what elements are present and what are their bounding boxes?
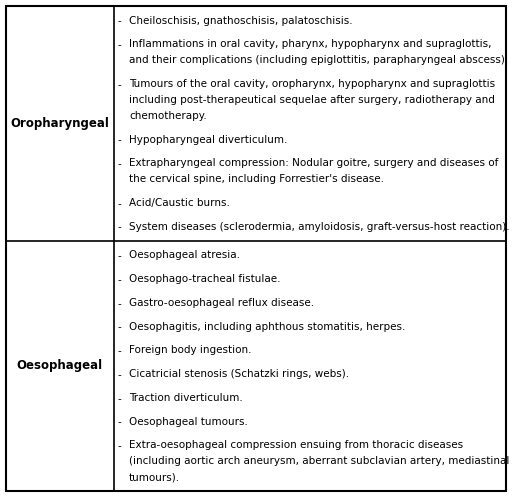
Text: Oesophageal tumours.: Oesophageal tumours. [129,416,248,426]
Text: -: - [118,223,121,233]
Text: Extra-oesophageal compression ensuing from thoracic diseases: Extra-oesophageal compression ensuing fr… [129,440,463,450]
Text: -: - [118,135,121,145]
Text: Oesophageal: Oesophageal [17,359,103,372]
Text: -: - [118,275,121,285]
Text: -: - [118,346,121,356]
Text: Oesophageal atresia.: Oesophageal atresia. [129,250,240,260]
Text: Acid/Caustic burns.: Acid/Caustic burns. [129,198,230,208]
Text: including post-therapeutical sequelae after surgery, radiotherapy and: including post-therapeutical sequelae af… [129,95,495,105]
Text: the cervical spine, including Forrestier's disease.: the cervical spine, including Forrestier… [129,174,384,184]
Text: and their complications (including epiglottitis, parapharyngeal abscess).: and their complications (including epigl… [129,55,508,65]
Text: chemotherapy.: chemotherapy. [129,111,207,121]
Text: -: - [118,370,121,380]
Text: -: - [118,199,121,209]
Text: Traction diverticulum.: Traction diverticulum. [129,393,243,403]
Text: Oesophagitis, including aphthous stomatitis, herpes.: Oesophagitis, including aphthous stomati… [129,322,406,331]
Text: Oesophago-tracheal fistulae.: Oesophago-tracheal fistulae. [129,274,281,284]
Text: Cicatricial stenosis (Schatzki rings, webs).: Cicatricial stenosis (Schatzki rings, we… [129,369,349,379]
Text: Foreign body ingestion.: Foreign body ingestion. [129,345,251,355]
Text: Extrapharyngeal compression: Nodular goitre, surgery and diseases of: Extrapharyngeal compression: Nodular goi… [129,159,498,168]
Text: Inflammations in oral cavity, pharynx, hypopharynx and supraglottis,: Inflammations in oral cavity, pharynx, h… [129,39,492,49]
Text: -: - [118,299,121,309]
Text: Tumours of the oral cavity, oropharynx, hypopharynx and supraglottis: Tumours of the oral cavity, oropharynx, … [129,79,495,89]
Text: -: - [118,323,121,332]
Text: -: - [118,40,121,50]
Text: Cheiloschisis, gnathoschisis, palatoschisis.: Cheiloschisis, gnathoschisis, palatoschi… [129,16,353,26]
Text: -: - [118,417,121,427]
Text: -: - [118,441,121,451]
Text: -: - [118,251,121,261]
Text: (including aortic arch aneurysm, aberrant subclavian artery, mediastinal: (including aortic arch aneurysm, aberran… [129,456,509,466]
Text: -: - [118,16,121,26]
Text: -: - [118,159,121,169]
Text: Oropharyngeal: Oropharyngeal [10,117,109,130]
Text: System diseases (sclerodermia, amyloidosis, graft-versus-host reaction).: System diseases (sclerodermia, amyloidos… [129,222,509,232]
Text: Hypopharyngeal diverticulum.: Hypopharyngeal diverticulum. [129,135,287,145]
Text: Gastro-oesophageal reflux disease.: Gastro-oesophageal reflux disease. [129,298,314,308]
Text: -: - [118,394,121,404]
Text: -: - [118,80,121,90]
Text: tumours).: tumours). [129,472,180,482]
